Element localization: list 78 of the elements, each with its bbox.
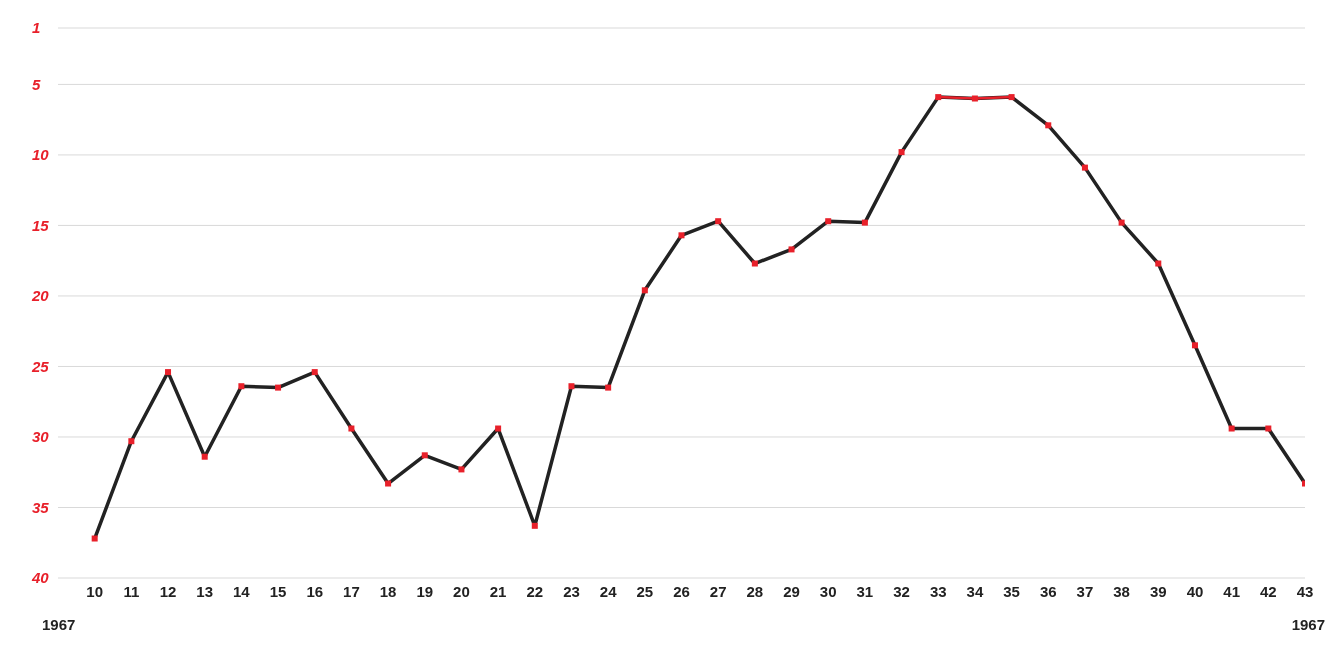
point bbox=[1081, 164, 1088, 171]
x-tick-label: 27 bbox=[709, 582, 727, 600]
x-tick-label: 11 bbox=[123, 582, 140, 600]
point bbox=[935, 94, 942, 101]
y-tick-label: 25 bbox=[31, 357, 50, 375]
point bbox=[128, 438, 135, 445]
x-tick-label: 18 bbox=[379, 582, 397, 600]
x-tick-label: 13 bbox=[196, 582, 214, 600]
point bbox=[1228, 425, 1235, 432]
point bbox=[458, 466, 465, 473]
point bbox=[348, 425, 355, 432]
point bbox=[165, 369, 172, 376]
x-tick-label: 20 bbox=[453, 582, 470, 600]
x-tick-label: 19 bbox=[416, 582, 434, 600]
x-tick-label: 41 bbox=[1223, 582, 1240, 600]
x-tick-label: 39 bbox=[1149, 582, 1167, 600]
point bbox=[201, 453, 208, 460]
x-tick-label: 29 bbox=[783, 582, 800, 600]
x-tick-label: 17 bbox=[343, 582, 360, 600]
text: 1967 bbox=[1291, 616, 1325, 633]
y-tick-label: 40 bbox=[31, 569, 50, 587]
point bbox=[1118, 219, 1125, 226]
y-tick-label: 10 bbox=[32, 146, 50, 164]
x-tick-label: 43 bbox=[1296, 582, 1314, 600]
x-tick-label: 15 bbox=[269, 582, 287, 600]
y-tick-label: 20 bbox=[31, 287, 50, 305]
text: 1967 bbox=[42, 616, 76, 633]
y-tick-label: 35 bbox=[32, 498, 50, 516]
x-tick-label: 32 bbox=[893, 582, 910, 600]
point bbox=[1155, 260, 1162, 267]
x-tick-label: 14 bbox=[233, 582, 251, 600]
x-tick-label: 36 bbox=[1039, 582, 1057, 600]
point bbox=[238, 383, 245, 390]
x-tick-label: 23 bbox=[563, 582, 580, 600]
point bbox=[1265, 425, 1272, 432]
point bbox=[385, 480, 392, 487]
x-tick-label: 25 bbox=[636, 582, 654, 600]
point bbox=[751, 260, 758, 267]
x-tick-label: 28 bbox=[746, 582, 764, 600]
point bbox=[898, 149, 905, 156]
x-tick-label: 37 bbox=[1076, 582, 1094, 600]
x-tick-label: 31 bbox=[856, 582, 874, 600]
point bbox=[531, 522, 538, 529]
point bbox=[678, 232, 685, 239]
point bbox=[311, 369, 318, 376]
y-tick-label: 15 bbox=[32, 216, 50, 234]
x-tick-label: 33 bbox=[929, 582, 947, 600]
x-tick-label: 35 bbox=[1003, 582, 1020, 600]
point bbox=[91, 535, 98, 542]
point bbox=[605, 384, 612, 391]
point bbox=[495, 425, 502, 432]
point bbox=[421, 452, 428, 459]
point bbox=[1045, 122, 1052, 129]
x-tick-label: 10 bbox=[86, 582, 104, 600]
point bbox=[971, 95, 978, 102]
x-tick-label: 12 bbox=[159, 582, 177, 600]
y-tick-label: 5 bbox=[32, 75, 41, 93]
y-tick-label: 1 bbox=[32, 19, 41, 37]
x-tick-label: 26 bbox=[673, 582, 690, 600]
x-tick-label: 38 bbox=[1113, 582, 1130, 600]
point bbox=[641, 287, 648, 294]
point bbox=[825, 218, 832, 225]
point bbox=[275, 384, 282, 391]
point bbox=[715, 218, 722, 225]
y-tick-label: 30 bbox=[32, 428, 50, 446]
x-tick-label: 16 bbox=[306, 582, 324, 600]
point bbox=[568, 383, 575, 390]
x-tick-label: 21 bbox=[489, 582, 507, 600]
point bbox=[1191, 342, 1198, 349]
point bbox=[1008, 94, 1015, 101]
x-tick-label: 22 bbox=[526, 582, 544, 600]
x-tick-label: 30 bbox=[819, 582, 837, 600]
x-tick-label: 24 bbox=[599, 582, 618, 600]
x-tick-label: 42 bbox=[1259, 582, 1277, 600]
x-tick-label: 40 bbox=[1186, 582, 1204, 600]
point bbox=[861, 219, 868, 226]
point bbox=[788, 246, 795, 253]
x-tick-label: 34 bbox=[966, 582, 984, 600]
